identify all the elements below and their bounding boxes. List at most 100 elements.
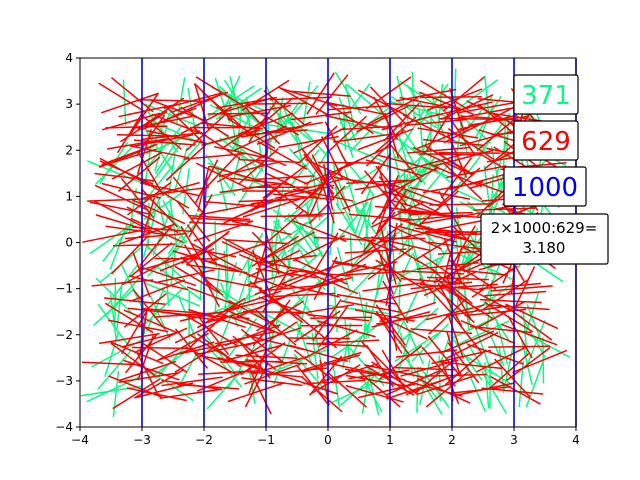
needle-crossing <box>105 225 167 236</box>
needle-not-crossing <box>247 256 251 304</box>
needle-crossing <box>479 282 541 290</box>
needle-crossing <box>166 106 206 145</box>
needle-crossing <box>159 248 215 272</box>
needle-crossing <box>225 356 283 377</box>
needle-crossing <box>245 334 305 351</box>
needle-crossing <box>126 387 187 402</box>
needle-crossing <box>137 335 155 381</box>
needle-crossing <box>468 115 530 126</box>
needle-crossing <box>340 125 402 131</box>
needle-not-crossing <box>104 277 141 317</box>
needle-not-crossing <box>287 149 320 190</box>
needle-not-crossing <box>407 165 427 211</box>
crossing-count-box: 629 <box>513 120 579 161</box>
needle-not-crossing <box>266 123 329 134</box>
needle-not-crossing <box>157 266 203 301</box>
needle-crossing <box>422 181 484 194</box>
needle-not-crossing <box>208 347 243 388</box>
needle-crossing <box>231 220 292 236</box>
needle-crossing <box>313 256 338 301</box>
needle-not-crossing <box>475 104 495 150</box>
needle-crossing <box>419 277 456 317</box>
needle-crossing <box>377 230 438 244</box>
needle-crossing <box>240 328 285 364</box>
needle-crossing <box>378 315 411 357</box>
needle-not-crossing <box>335 202 363 246</box>
needle-crossing <box>137 97 185 130</box>
needle-crossing <box>379 301 437 323</box>
needle-crossing <box>171 91 229 113</box>
needle-crossing <box>277 266 332 291</box>
needle-crossing <box>188 214 251 221</box>
needle-crossing <box>118 223 175 245</box>
needle-crossing <box>399 96 460 111</box>
needle-not-crossing <box>452 79 499 113</box>
needle-crossing <box>366 97 418 126</box>
needle-not-crossing <box>343 168 359 214</box>
needle-crossing <box>139 265 197 287</box>
needle-crossing <box>435 278 481 313</box>
needle-not-crossing <box>173 147 188 194</box>
needle-not-crossing <box>526 304 545 350</box>
needle-crossing <box>388 242 438 274</box>
needle-not-crossing <box>395 136 441 171</box>
needle-crossing <box>233 294 289 320</box>
x-tick-label: −3 <box>133 433 151 447</box>
needle-crossing <box>389 187 442 215</box>
needle-not-crossing <box>216 165 228 212</box>
needle-crossing <box>386 370 440 396</box>
needle-crossing <box>419 95 482 99</box>
needle-crossing <box>280 282 340 298</box>
needle-crossing <box>397 211 460 217</box>
needle-not-crossing <box>427 226 432 273</box>
needle-crossing <box>308 185 346 225</box>
needle-crossing <box>188 308 246 329</box>
needle-crossing <box>245 102 308 105</box>
needle-crossing <box>94 172 156 182</box>
needle-crossing <box>344 248 407 254</box>
needle-crossing <box>141 107 197 131</box>
needle-crossing <box>365 128 405 167</box>
needle-crossing <box>362 281 424 292</box>
needle-crossing <box>244 326 302 347</box>
needle-crossing <box>111 151 163 180</box>
needle-crossing <box>501 323 558 346</box>
needle-crossing <box>131 199 186 225</box>
needle-crossing <box>426 88 483 111</box>
x-tick-label: 0 <box>324 433 332 447</box>
needle-not-crossing <box>154 131 184 175</box>
x-tick-label: 3 <box>510 433 518 447</box>
needle-not-crossing <box>147 126 182 167</box>
needle-not-crossing <box>398 307 439 345</box>
needle-crossing <box>337 261 398 276</box>
y-tick-label: 1 <box>65 189 73 203</box>
needle-not-crossing <box>238 255 255 301</box>
needle-not-crossing <box>144 103 200 128</box>
needle-crossing <box>471 265 518 298</box>
needle-crossing <box>242 311 305 314</box>
needle-not-crossing <box>342 103 347 151</box>
needle-not-crossing <box>463 284 470 331</box>
needle-crossing <box>101 143 158 166</box>
needle-crossing <box>423 138 485 147</box>
needle-crossing <box>147 186 210 197</box>
needle-not-crossing <box>329 208 335 256</box>
needle-crossing <box>342 188 399 210</box>
needle-crossing <box>255 309 297 346</box>
needle-crossing <box>370 236 431 252</box>
needle-crossing <box>251 355 309 376</box>
needle-crossing <box>216 153 267 183</box>
needle-crossing <box>488 345 551 348</box>
needle-crossing <box>117 156 161 192</box>
needle-crossing <box>375 116 417 153</box>
total-count: 1000 <box>512 173 578 203</box>
needle-crossing <box>348 369 410 380</box>
needle-crossing <box>311 232 339 276</box>
needle-not-crossing <box>97 303 129 346</box>
needle-crossing <box>133 139 196 146</box>
needle-crossing <box>421 254 468 288</box>
needle-crossing <box>201 122 263 130</box>
x-tick-label: 2 <box>448 433 456 447</box>
needle-not-crossing <box>301 150 329 194</box>
needle-not-crossing <box>336 246 351 293</box>
